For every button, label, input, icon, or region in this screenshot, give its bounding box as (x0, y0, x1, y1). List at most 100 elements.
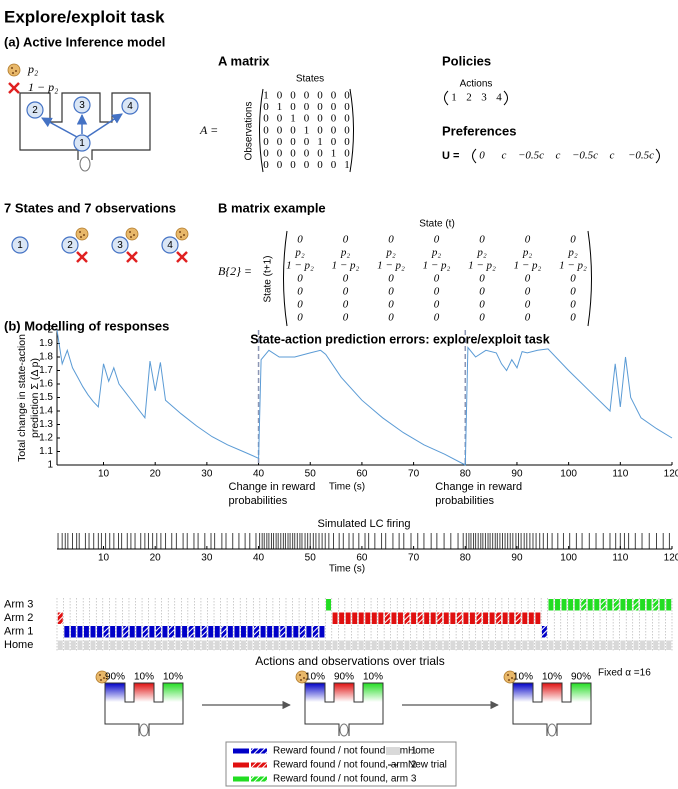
home-mark (620, 640, 626, 650)
matrix-entry: 0 (304, 148, 310, 160)
trial-bar (469, 612, 475, 624)
trial-bar (70, 626, 76, 638)
trial-bar (142, 626, 148, 638)
trial-bar (378, 612, 384, 624)
matrix-entry: 0 (263, 136, 269, 148)
outcome-label: p₂ (27, 62, 38, 76)
legend-swatch (251, 762, 267, 768)
x-tick-label: 100 (560, 469, 577, 480)
home-mark (188, 640, 194, 650)
state-node (73, 96, 91, 114)
home-mark (463, 640, 469, 650)
trial-bar (155, 626, 161, 638)
home-mark (633, 640, 639, 650)
matrix-entry: 0 (277, 90, 283, 102)
y-tick-label: 1.1 (39, 446, 53, 457)
matrix-entry: 0 (479, 312, 485, 324)
matrix-entry: 0 (344, 101, 350, 113)
preferences-lhs: U = (442, 150, 459, 162)
home-mark (659, 640, 665, 650)
trial-bar (77, 626, 83, 638)
matrix-entry: 1 − p₂ (468, 260, 496, 272)
matrix-entry: 0 (525, 286, 531, 298)
matrix-entry: 0 (331, 101, 337, 113)
y-tick-label: 1.9 (39, 338, 53, 349)
trial-bar (640, 599, 646, 611)
condition-probability: 90% (334, 672, 354, 683)
trial-bar (358, 612, 364, 624)
legend-swatch (251, 748, 267, 754)
trial-bar (97, 626, 102, 638)
state-node (73, 134, 91, 152)
trial-bar (326, 599, 331, 611)
home-mark (214, 640, 220, 650)
preference-value: c (502, 150, 507, 162)
matrix-entry: p₂ (431, 247, 442, 259)
bracket (349, 88, 354, 173)
trial-bar (339, 612, 345, 624)
trial-bar (345, 612, 351, 624)
x-tick-label: 50 (305, 469, 317, 480)
mouse-icon (339, 723, 349, 737)
condition-probability: 90% (571, 672, 591, 683)
home-mark (240, 640, 246, 650)
x-tick-label: 40 (253, 553, 265, 564)
home-mark (646, 640, 652, 650)
trial-bar (83, 626, 89, 638)
section-title: Preferences (442, 123, 516, 138)
matrix-entry: 0 (388, 234, 394, 246)
trial-bar (509, 612, 515, 624)
home-mark (627, 640, 632, 650)
home-mark (469, 640, 475, 650)
outcome-label: 1 − p₂ (28, 80, 58, 94)
trial-bar (103, 626, 109, 638)
cookie-chip (133, 234, 135, 236)
cookie-icon (295, 670, 309, 684)
condition-probability: 90% (105, 672, 125, 683)
matrix-entry: 0 (277, 159, 283, 171)
matrix-entry: 1 (344, 159, 350, 171)
trial-bar (483, 612, 489, 624)
action: 2 (466, 92, 472, 104)
trial-bar (522, 612, 528, 624)
x-axis-label: Time (s) (329, 564, 365, 575)
trial-bar (528, 612, 534, 624)
home-mark (378, 640, 384, 650)
preference-value: c (610, 150, 615, 162)
annotation: Change in reward (435, 481, 522, 493)
home-mark (110, 640, 116, 650)
home-mark (286, 640, 292, 650)
trial-bar (417, 612, 423, 624)
cookie-chip (180, 236, 182, 238)
home-mark (496, 640, 502, 650)
home-mark (509, 640, 515, 650)
y-tick-label: 1.6 (39, 379, 53, 390)
cross-icon (8, 82, 20, 94)
home-mark (450, 640, 456, 650)
home-mark (227, 640, 233, 650)
trial-bar (273, 626, 279, 638)
home-mark (260, 640, 266, 650)
matrix-entry: 0 (525, 273, 531, 285)
home-mark (522, 640, 528, 650)
matrix-entry: 0 (290, 159, 296, 171)
matrix-entry: 1 − p₂ (377, 260, 405, 272)
legend-label: Home (408, 746, 435, 757)
matrix-entry: 0 (277, 113, 283, 125)
trial-bar (162, 626, 168, 638)
home-mark (398, 640, 403, 650)
cookie-chip (511, 677, 513, 679)
x-tick-label: 100 (560, 553, 577, 564)
matrix-entry: 1 − p₂ (514, 260, 542, 272)
matrix-entry: 0 (344, 136, 350, 148)
condition-probability: 10% (163, 672, 183, 683)
action: 1 (451, 92, 457, 104)
home-mark (613, 640, 619, 650)
mouse-icon (79, 156, 91, 172)
home-mark (280, 640, 286, 650)
trial-bar (110, 626, 116, 638)
matrix-entry: p₂ (340, 247, 351, 259)
matrix-row-label: Observations (244, 102, 255, 161)
trial-bar (411, 612, 417, 624)
condition-probability: 10% (134, 672, 154, 683)
